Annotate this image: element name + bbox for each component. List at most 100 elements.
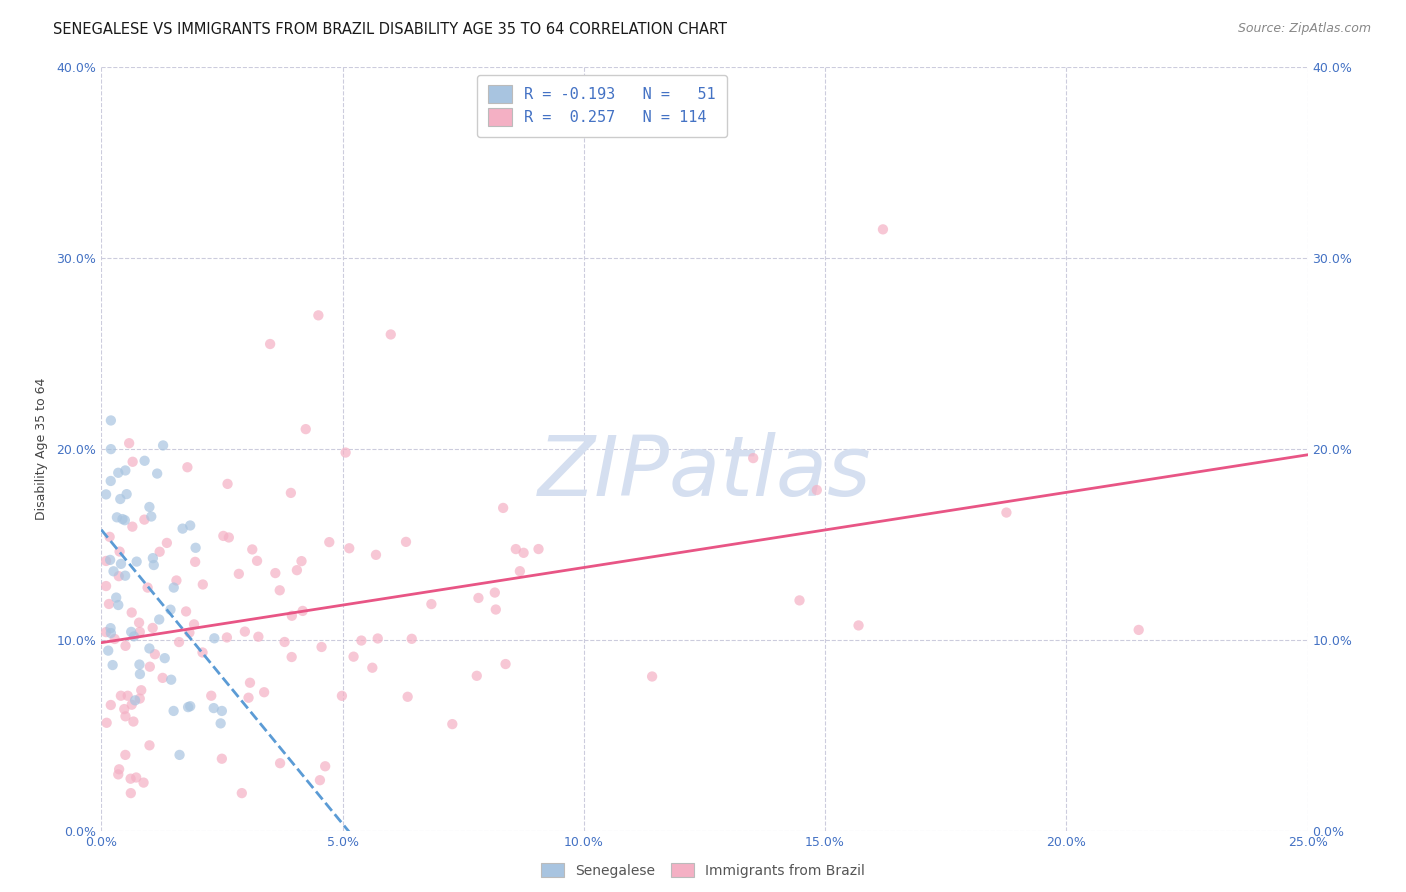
Point	[117, 689, 139, 703]
Point	[115, 487, 138, 501]
Point	[290, 554, 312, 568]
Point	[94, 625, 117, 640]
Point	[294, 422, 316, 436]
Point	[153, 651, 176, 665]
Point	[167, 635, 190, 649]
Point	[280, 650, 302, 665]
Point	[307, 309, 329, 323]
Point	[128, 657, 150, 672]
Point	[337, 541, 360, 556]
Point	[789, 593, 811, 607]
Point	[527, 542, 550, 557]
Point	[142, 558, 165, 572]
Point	[396, 690, 419, 704]
Point	[401, 632, 423, 646]
Point	[107, 569, 129, 583]
Point	[174, 604, 197, 618]
Point	[492, 500, 515, 515]
Point	[128, 691, 150, 706]
Legend: R = -0.193   N =   51, R =  0.257   N = 114: R = -0.193 N = 51, R = 0.257 N = 114	[477, 75, 727, 136]
Point	[110, 557, 132, 571]
Point	[100, 621, 122, 635]
Point	[259, 337, 281, 351]
Point	[165, 574, 187, 588]
Point	[107, 767, 129, 781]
Point	[129, 683, 152, 698]
Point	[291, 604, 314, 618]
Point	[848, 618, 870, 632]
Point	[121, 455, 143, 469]
Point	[114, 463, 136, 477]
Point	[160, 673, 183, 687]
Point	[314, 759, 336, 773]
Point	[108, 544, 131, 558]
Point	[211, 752, 233, 766]
Point	[152, 438, 174, 452]
Point	[179, 625, 201, 640]
Point	[114, 709, 136, 723]
Point	[110, 491, 132, 506]
Point	[138, 739, 160, 753]
Point	[742, 451, 765, 466]
Point	[114, 568, 136, 582]
Point	[120, 772, 142, 786]
Point	[100, 474, 122, 488]
Point	[114, 747, 136, 762]
Point	[136, 581, 159, 595]
Point	[253, 685, 276, 699]
Point	[121, 606, 143, 620]
Point	[97, 597, 120, 611]
Point	[98, 553, 121, 567]
Point	[172, 522, 194, 536]
Point	[364, 548, 387, 562]
Point	[441, 717, 464, 731]
Point	[124, 693, 146, 707]
Point	[120, 624, 142, 639]
Point	[212, 529, 235, 543]
Legend: Senegalese, Immigrants from Brazil: Senegalese, Immigrants from Brazil	[536, 857, 870, 883]
Point	[105, 591, 128, 605]
Point	[107, 466, 129, 480]
Point	[134, 454, 156, 468]
Point	[138, 641, 160, 656]
Point	[121, 519, 143, 533]
Point	[94, 579, 117, 593]
Point	[120, 786, 142, 800]
Text: SENEGALESE VS IMMIGRANTS FROM BRAZIL DISABILITY AGE 35 TO 64 CORRELATION CHART: SENEGALESE VS IMMIGRANTS FROM BRAZIL DIS…	[53, 22, 727, 37]
Point	[125, 555, 148, 569]
Point	[183, 617, 205, 632]
Point	[112, 702, 135, 716]
Point	[209, 716, 232, 731]
Point	[280, 486, 302, 500]
Point	[179, 699, 201, 714]
Point	[177, 700, 200, 714]
Point	[484, 585, 506, 599]
Point	[202, 632, 225, 646]
Point	[420, 597, 443, 611]
Point	[125, 771, 148, 785]
Point	[100, 698, 122, 712]
Point	[122, 714, 145, 729]
Point	[228, 566, 250, 581]
Point	[159, 602, 181, 616]
Point	[108, 762, 131, 776]
Point	[233, 624, 256, 639]
Point	[143, 647, 166, 661]
Point	[97, 643, 120, 657]
Point	[335, 445, 357, 459]
Point	[202, 701, 225, 715]
Point	[380, 327, 402, 342]
Point	[806, 483, 828, 497]
Point	[246, 554, 269, 568]
Point	[1128, 623, 1150, 637]
Point	[163, 581, 186, 595]
Point	[96, 715, 118, 730]
Point	[465, 669, 488, 683]
Point	[169, 747, 191, 762]
Point	[149, 545, 172, 559]
Point	[114, 513, 136, 527]
Point	[269, 756, 291, 771]
Point	[132, 775, 155, 789]
Point	[191, 646, 214, 660]
Point	[367, 632, 389, 646]
